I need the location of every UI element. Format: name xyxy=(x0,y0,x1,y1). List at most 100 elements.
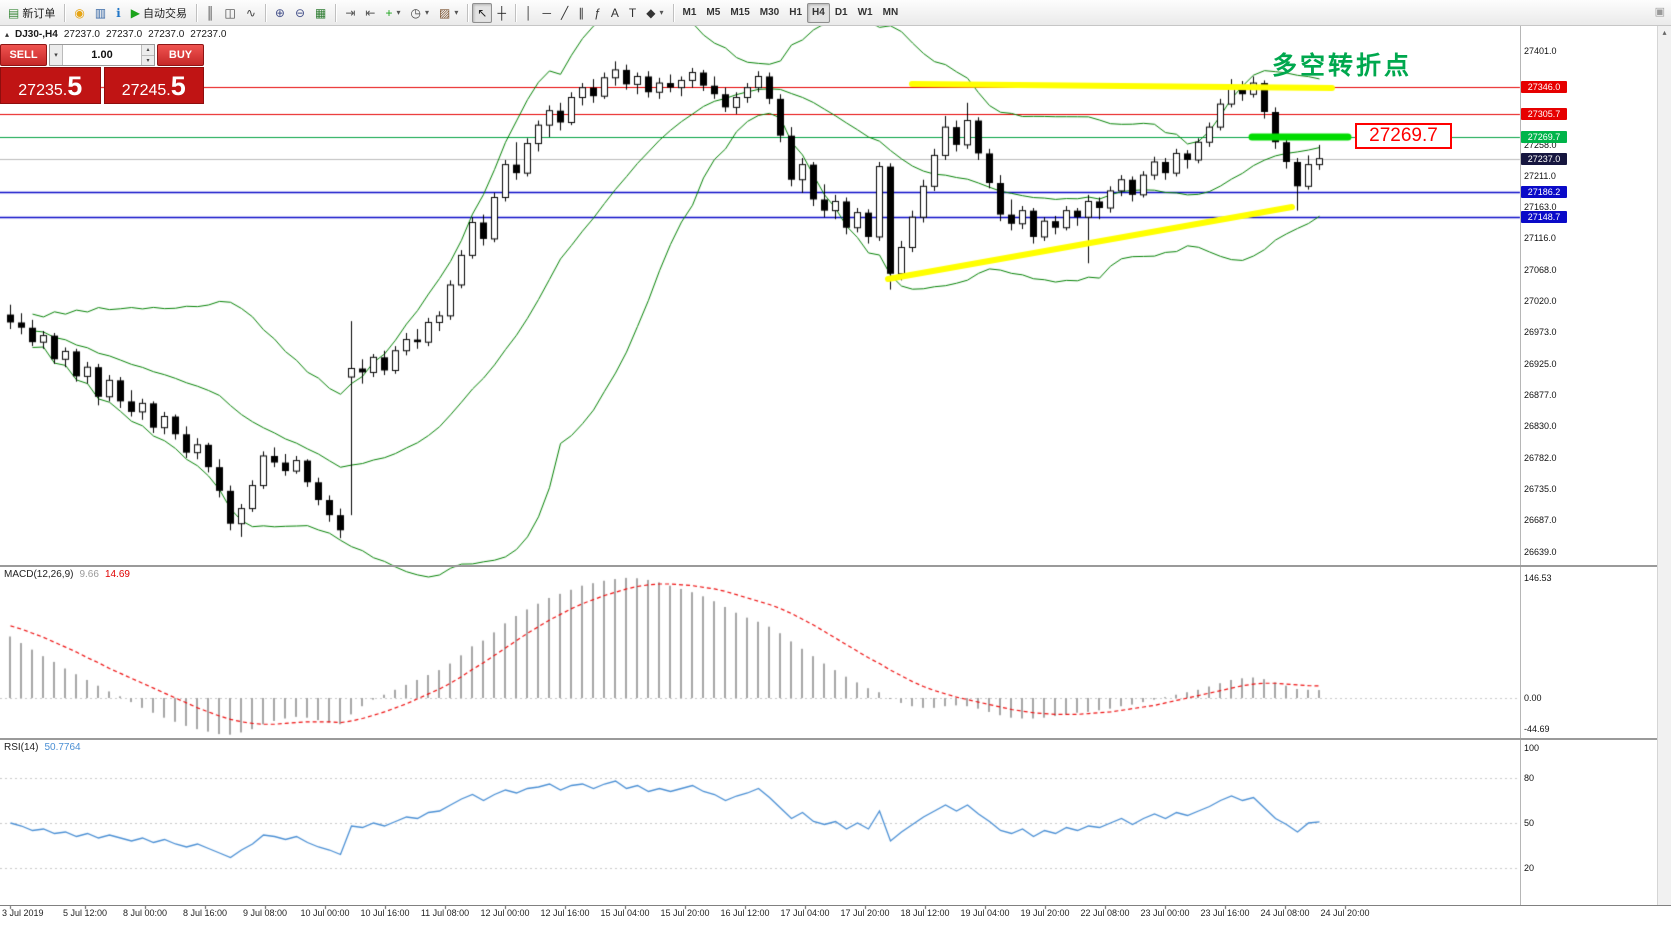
volume-input[interactable]: 1.00 xyxy=(91,49,113,61)
alerts-horn-icon: ◉ xyxy=(74,5,85,20)
price-axis-label: 27116.0 xyxy=(1524,233,1556,244)
sell-price-main: 27235. xyxy=(18,82,68,99)
time-axis-label: 5 Jul 12:00 xyxy=(62,908,108,918)
shapes-icon: ◆ xyxy=(646,5,656,20)
tf-w1-button[interactable]: W1 xyxy=(853,3,878,23)
line-chart-button[interactable]: ∿ xyxy=(241,3,261,23)
periods-button-dropdown-icon[interactable]: ▾ xyxy=(425,8,430,17)
fibonacci-icon: ƒ xyxy=(594,5,601,20)
time-axis-label: 24 Jul 08:00 xyxy=(1260,908,1310,918)
horizontal-line-button[interactable]: ─ xyxy=(537,3,556,23)
cursor-button[interactable]: ↖ xyxy=(472,2,493,23)
toolbar-overflow-icon[interactable]: ▣ xyxy=(1654,6,1665,18)
autotrading-button-label: 自动交易 xyxy=(142,7,187,20)
indicators-button[interactable]: + ▾ xyxy=(380,3,405,23)
data-window-icon: ℹ xyxy=(116,5,121,20)
tf-m1-button-label: M1 xyxy=(682,7,697,18)
indicators-icon: + xyxy=(385,5,393,20)
periods-button[interactable]: ◷ ▾ xyxy=(406,3,435,23)
sell-price-display[interactable]: 27235. 5 xyxy=(0,67,101,104)
volume-control: ▾ 1.00 ▴ ▾ xyxy=(49,44,155,66)
tf-h4-button[interactable]: H4 xyxy=(807,2,830,23)
level-price-badge: 27148.7 xyxy=(1521,210,1567,223)
templates-button-dropdown-icon[interactable]: ▾ xyxy=(454,8,459,17)
tf-w1-button-label: W1 xyxy=(857,7,873,18)
price-axis-label: 27020.0 xyxy=(1524,296,1557,307)
tf-h1-button[interactable]: H1 xyxy=(784,3,807,23)
autotrading-button[interactable]: ▶ 自动交易 xyxy=(126,3,192,23)
auto-scroll-button[interactable]: ⇥ xyxy=(340,3,360,23)
templates-icon: ▨ xyxy=(439,5,451,20)
tf-mn-button[interactable]: MN xyxy=(878,3,904,23)
macd-axis-label: -44.69 xyxy=(1524,724,1550,734)
macd-panel-separator[interactable] xyxy=(0,565,1671,567)
level-price-badge: 27305.7 xyxy=(1521,107,1567,120)
tile-windows-button[interactable]: ▦ xyxy=(310,3,331,23)
rsi-panel-separator[interactable] xyxy=(0,738,1671,740)
market-watch-button[interactable]: ▥ xyxy=(90,3,111,23)
zoom-in-button[interactable]: ⊕ xyxy=(270,3,290,23)
text-button[interactable]: A xyxy=(606,3,624,23)
time-axis-label: 12 Jul 16:00 xyxy=(540,908,590,918)
price-axis-label: 27258.0 xyxy=(1524,139,1557,150)
time-axis-label: 17 Jul 20:00 xyxy=(840,908,890,918)
price-axis-line xyxy=(1520,26,1521,905)
rsi-name: RSI(14) xyxy=(4,742,39,753)
sell-button[interactable]: SELL xyxy=(0,44,47,66)
tf-m30-button-label: M30 xyxy=(759,7,780,18)
new-order-button[interactable]: ▤ 新订单 xyxy=(3,3,60,23)
trendline-button[interactable]: ╱ xyxy=(556,3,573,23)
price-callout-label: 27269.7 xyxy=(1355,123,1452,149)
volume-step-up-icon[interactable]: ▴ xyxy=(142,45,154,56)
tf-mn-button-label: MN xyxy=(882,7,899,18)
time-axis[interactable]: 3 Jul 2019 5 Jul 12:00 8 Jul 00:00 8 Jul 16… xyxy=(0,908,1671,922)
bar-chart-button[interactable]: ║ xyxy=(201,3,220,23)
buy-price-big-digit: 5 xyxy=(170,71,186,101)
shapes-button[interactable]: ◆ ▾ xyxy=(641,3,668,23)
zoom-out-button[interactable]: ⊖ xyxy=(290,3,310,23)
tf-m15-button[interactable]: M15 xyxy=(725,3,754,23)
price-axis-label: 26877.0 xyxy=(1524,390,1557,401)
price-axis-label: 26830.0 xyxy=(1524,421,1557,432)
tf-m5-button[interactable]: M5 xyxy=(701,3,725,23)
crosshair-button[interactable]: ┼ xyxy=(492,3,511,23)
label-icon: T xyxy=(628,5,637,20)
buy-button[interactable]: BUY xyxy=(157,44,204,66)
data-window-button[interactable]: ℹ xyxy=(111,3,126,23)
indicators-button-dropdown-icon[interactable]: ▾ xyxy=(396,8,401,17)
time-axis-label: 15 Jul 04:00 xyxy=(600,908,650,918)
vertical-line-button[interactable]: │ xyxy=(520,3,538,23)
current-price-badge: 27237.0 xyxy=(1521,152,1567,165)
one-click-panel-toggle-icon[interactable]: ▴ xyxy=(5,30,10,39)
label-button[interactable]: T xyxy=(624,3,641,23)
auto-scroll-icon: ⇥ xyxy=(345,5,356,20)
buy-price-display[interactable]: 27245. 5 xyxy=(103,67,204,104)
tf-m30-button[interactable]: M30 xyxy=(755,3,784,23)
channel-icon: ∥ xyxy=(578,5,585,20)
chart-shift-button[interactable]: ⇤ xyxy=(360,3,380,23)
tf-m1-button[interactable]: M1 xyxy=(678,3,702,23)
price-axis-label: 26639.0 xyxy=(1524,547,1557,557)
channel-button[interactable]: ∥ xyxy=(573,3,589,23)
time-axis-label: 19 Jul 04:00 xyxy=(960,908,1010,918)
toolbar-separator xyxy=(64,3,66,22)
price-axis-label: 26782.0 xyxy=(1524,452,1557,463)
candle-chart-button[interactable]: ◫ xyxy=(219,3,240,23)
time-axis-label: 10 Jul 00:00 xyxy=(300,908,350,918)
macd-name: MACD(12,26,9) xyxy=(4,569,74,580)
alerts-horn-button[interactable]: ◉ xyxy=(69,3,89,23)
volume-dropdown-icon[interactable]: ▾ xyxy=(50,45,63,65)
fibonacci-button[interactable]: ƒ xyxy=(589,3,606,23)
price-axis[interactable]: 27401.0 27258.0 27211.0 27163.0 27116.0 27068… xyxy=(1521,0,1571,952)
templates-button[interactable]: ▨ ▾ xyxy=(434,3,463,23)
scroll-up-arrow[interactable]: ▴ xyxy=(1662,28,1667,37)
tf-d1-button[interactable]: D1 xyxy=(830,3,853,23)
tile-windows-icon: ▦ xyxy=(315,5,327,20)
toolbar-separator xyxy=(335,3,337,22)
time-axis-label: 16 Jul 12:00 xyxy=(720,908,770,918)
shapes-button-dropdown-icon[interactable]: ▾ xyxy=(659,8,664,17)
scrollbar[interactable]: ▴ xyxy=(1657,26,1671,905)
volume-step-down-icon[interactable]: ▾ xyxy=(142,55,154,65)
